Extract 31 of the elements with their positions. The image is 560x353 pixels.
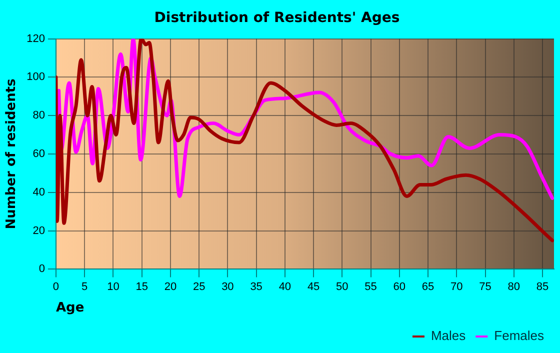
x-tick-label: 70 xyxy=(450,280,463,293)
x-tick-label: 20 xyxy=(164,280,177,293)
legend-label: Females xyxy=(494,328,544,344)
y-tick-label: 100 xyxy=(26,71,45,84)
legend-label: Males xyxy=(430,328,466,344)
y-tick-label: 60 xyxy=(32,148,45,160)
y-tick-label: 120 xyxy=(26,32,45,45)
x-tick-label: 10 xyxy=(107,280,120,293)
x-tick-label: 45 xyxy=(307,280,320,293)
x-tick-label: 40 xyxy=(278,280,292,293)
y-tick-label: 80 xyxy=(32,110,45,122)
y-axis-title: Number of residents xyxy=(4,78,20,230)
x-axis-title: Age xyxy=(56,300,84,316)
x-tick-label: 75 xyxy=(479,280,492,293)
line-series xyxy=(56,38,554,242)
x-tick-label: 50 xyxy=(336,280,348,293)
x-tick-label: 60 xyxy=(393,280,406,293)
chart-title: Distribution of Residents' Ages xyxy=(154,10,400,26)
x-tick-label: 80 xyxy=(508,280,520,293)
y-tick-label: 20 xyxy=(32,224,45,237)
x-tick-label: 15 xyxy=(136,280,148,293)
x-tick-label: 0 xyxy=(52,280,60,293)
x-tick-label: 35 xyxy=(250,280,262,293)
x-tick-label: 25 xyxy=(192,280,206,293)
y-tick-label: 40 xyxy=(32,186,45,198)
x-tick-label: 30 xyxy=(222,280,234,293)
x-tick-label: 5 xyxy=(82,280,88,293)
x-tick-label: 55 xyxy=(364,280,377,293)
y-tick-label: 0 xyxy=(38,263,45,276)
x-tick-label: 85 xyxy=(536,280,549,293)
x-tick-label: 65 xyxy=(422,280,434,293)
